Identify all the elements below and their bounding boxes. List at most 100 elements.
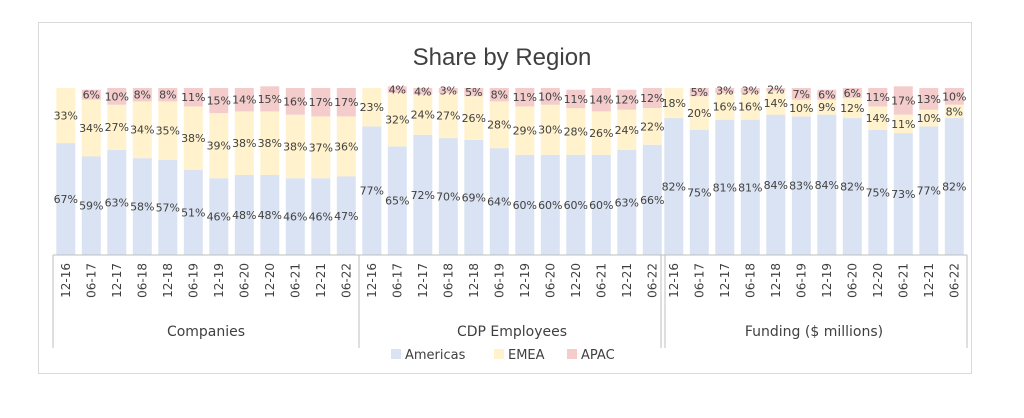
data-label: 72% [411,189,435,202]
data-label: 24% [615,124,639,137]
data-label: 77% [360,185,384,198]
bar-apac-12-20 [260,86,280,112]
bar-americas-12-20 [260,174,280,255]
tick-label: 12-21 [620,263,634,298]
bar-apac-06-21 [285,88,305,115]
tick-label: 12-19 [518,263,532,298]
data-label: 3% [742,85,759,98]
data-label: 35% [156,125,180,138]
bar-emea-06-21 [591,111,611,155]
bar-apac-06-20 [234,88,254,112]
data-label: 26% [589,127,613,140]
bar-americas-12-19 [515,154,535,255]
tick-label: 06-17 [390,263,404,298]
data-label: 8% [946,105,963,118]
data-label: 81% [738,181,762,194]
bar-americas-06-20 [842,118,862,255]
data-label: 46% [309,211,333,224]
bar-americas-06-22 [944,118,964,255]
bar-emea-12-21 [311,116,331,179]
bar-emea-06-19 [791,99,811,117]
bar-americas-12-20 [566,154,586,255]
data-label: 16% [283,95,307,108]
bar-emea-12-21 [617,109,637,150]
legend-item-apac: APAC [567,348,615,363]
bar-emea-06-21 [893,114,913,134]
bar-emea-12-16 [56,88,76,144]
bar-apac-06-17 [81,89,101,100]
tick-label: 12-16 [365,263,379,298]
data-label: 69% [462,191,486,204]
legend-swatch [494,349,504,359]
bar-emea-06-18 [740,93,760,120]
tick-label: 06-17 [692,263,706,298]
data-label: 11% [513,91,537,104]
bar-americas-12-21 [311,178,331,255]
data-label: 57% [156,201,180,214]
tick-label: 12-19 [212,263,226,298]
tick-label: 12-17 [416,263,430,298]
bar-apac-06-19 [183,88,203,107]
bar-americas-12-21 [919,126,939,256]
bar-emea-06-17 [81,99,101,157]
bar-emea-06-17 [387,93,407,147]
bar-americas-12-18 [766,114,786,255]
plot-area: 67% 33% 12-16 59% 34% 6% 06-17 63% 27% 10% 12-17 58… [52,84,968,348]
bar-apac-12-20 [868,88,888,107]
data-label: 23% [360,101,384,114]
data-label: 29% [513,125,537,138]
data-label: 3% [440,85,457,98]
chart-title: Share by Region [413,44,592,71]
bar-emea-12-17 [107,104,127,150]
data-label: 32% [385,114,409,127]
legend-label: Americas [405,348,466,363]
bar-americas-12-17 [413,134,433,255]
tick-label: 12-16 [59,263,73,298]
data-label: 81% [713,181,737,194]
bar-emea-06-20 [234,111,254,175]
tick-label: 12-20 [569,263,583,298]
data-label: 3% [716,85,733,98]
data-label: 16% [738,100,762,113]
data-label: 73% [891,188,915,201]
data-label: 82% [942,181,966,194]
tick-label: 06-17 [84,263,98,298]
data-label: 2% [767,84,784,97]
tick-label: 06-18 [135,263,149,298]
bar-americas-06-19 [489,148,509,255]
bar-emea-12-16 [664,88,684,119]
data-label: 59% [79,200,103,213]
group-3: 82% 18% 12-16 75% 20% 5% 06-17 81% 16% 3% 12-17 81%… [660,84,968,348]
group-2: 77% 23% 12-16 65% 32% 4% 06-17 72% 24% 4% 12-17 70%… [358,84,666,348]
tick-label: 06-21 [288,263,302,298]
data-label: 10% [538,90,562,103]
bar-apac-06-20 [842,88,862,98]
data-label: 82% [662,181,686,194]
legend-label: EMEA [508,348,545,363]
data-label: 17% [891,95,915,108]
bar-emea-12-18 [158,101,178,160]
bar-emea-12-20 [868,106,888,130]
bar-americas-12-18 [464,139,484,255]
bar-apac-12-21 [617,89,637,110]
legend-label: APAC [581,348,615,363]
data-label: 60% [589,199,613,212]
data-label: 34% [79,122,103,135]
data-label: 38% [258,137,282,150]
data-label: 58% [130,201,154,214]
tick-label: 06-22 [339,263,353,298]
data-label: 15% [258,93,282,106]
bar-emea-06-22 [944,104,964,119]
data-label: 17% [334,96,358,109]
bar-emea-12-18 [766,91,786,115]
tick-label: 12-20 [263,263,277,298]
bar-emea-12-20 [566,108,586,155]
data-label: 28% [564,125,588,138]
data-label: 39% [207,140,231,153]
data-label: 66% [640,194,664,207]
bar-americas-06-17 [81,156,101,255]
data-label: 12% [615,94,639,107]
tick-label: 12-18 [161,263,175,298]
bar-emea-12-20 [260,111,280,175]
data-label: 11% [181,91,205,104]
